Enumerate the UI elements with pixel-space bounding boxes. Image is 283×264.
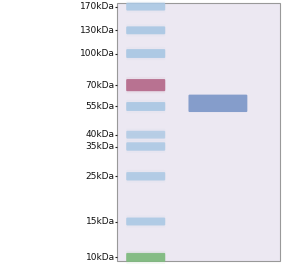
FancyBboxPatch shape [126, 79, 165, 91]
Text: 15kDa: 15kDa [85, 217, 115, 226]
FancyBboxPatch shape [126, 102, 165, 111]
FancyBboxPatch shape [126, 251, 165, 260]
FancyBboxPatch shape [126, 77, 165, 89]
FancyBboxPatch shape [126, 47, 165, 56]
Text: 55kDa: 55kDa [85, 102, 115, 111]
FancyBboxPatch shape [126, 215, 165, 223]
Bar [117, 3, 280, 261]
FancyBboxPatch shape [126, 5, 165, 13]
FancyBboxPatch shape [127, 131, 165, 138]
FancyBboxPatch shape [126, 3, 165, 11]
FancyBboxPatch shape [126, 218, 165, 225]
FancyBboxPatch shape [126, 140, 165, 149]
FancyBboxPatch shape [126, 26, 165, 34]
FancyBboxPatch shape [126, 104, 165, 113]
Text: 130kDa: 130kDa [80, 26, 115, 35]
FancyBboxPatch shape [127, 27, 165, 34]
FancyBboxPatch shape [127, 143, 165, 150]
FancyBboxPatch shape [126, 142, 165, 151]
Text: 40kDa: 40kDa [86, 130, 115, 139]
FancyBboxPatch shape [126, 174, 165, 183]
FancyBboxPatch shape [126, 131, 165, 139]
Text: 35kDa: 35kDa [85, 142, 115, 151]
FancyBboxPatch shape [127, 172, 165, 180]
FancyBboxPatch shape [127, 253, 165, 262]
FancyBboxPatch shape [126, 255, 165, 264]
Text: 100kDa: 100kDa [80, 49, 115, 58]
FancyBboxPatch shape [126, 51, 165, 60]
FancyBboxPatch shape [126, 1, 165, 8]
FancyBboxPatch shape [126, 144, 165, 153]
FancyBboxPatch shape [127, 3, 165, 10]
FancyBboxPatch shape [127, 49, 165, 58]
FancyBboxPatch shape [126, 172, 165, 181]
Text: 10kDa: 10kDa [85, 253, 115, 262]
Text: 70kDa: 70kDa [85, 81, 115, 90]
FancyBboxPatch shape [126, 49, 165, 58]
Text: 170kDa: 170kDa [80, 2, 115, 11]
FancyBboxPatch shape [126, 170, 165, 178]
FancyBboxPatch shape [126, 24, 165, 32]
FancyBboxPatch shape [126, 81, 165, 93]
FancyBboxPatch shape [188, 95, 247, 112]
FancyBboxPatch shape [127, 79, 165, 91]
FancyBboxPatch shape [126, 253, 165, 262]
FancyBboxPatch shape [126, 133, 165, 141]
Text: 25kDa: 25kDa [86, 172, 115, 181]
FancyBboxPatch shape [127, 102, 165, 111]
FancyBboxPatch shape [126, 29, 165, 36]
FancyBboxPatch shape [126, 129, 165, 136]
FancyBboxPatch shape [126, 100, 165, 109]
FancyBboxPatch shape [127, 218, 165, 225]
FancyBboxPatch shape [126, 220, 165, 228]
